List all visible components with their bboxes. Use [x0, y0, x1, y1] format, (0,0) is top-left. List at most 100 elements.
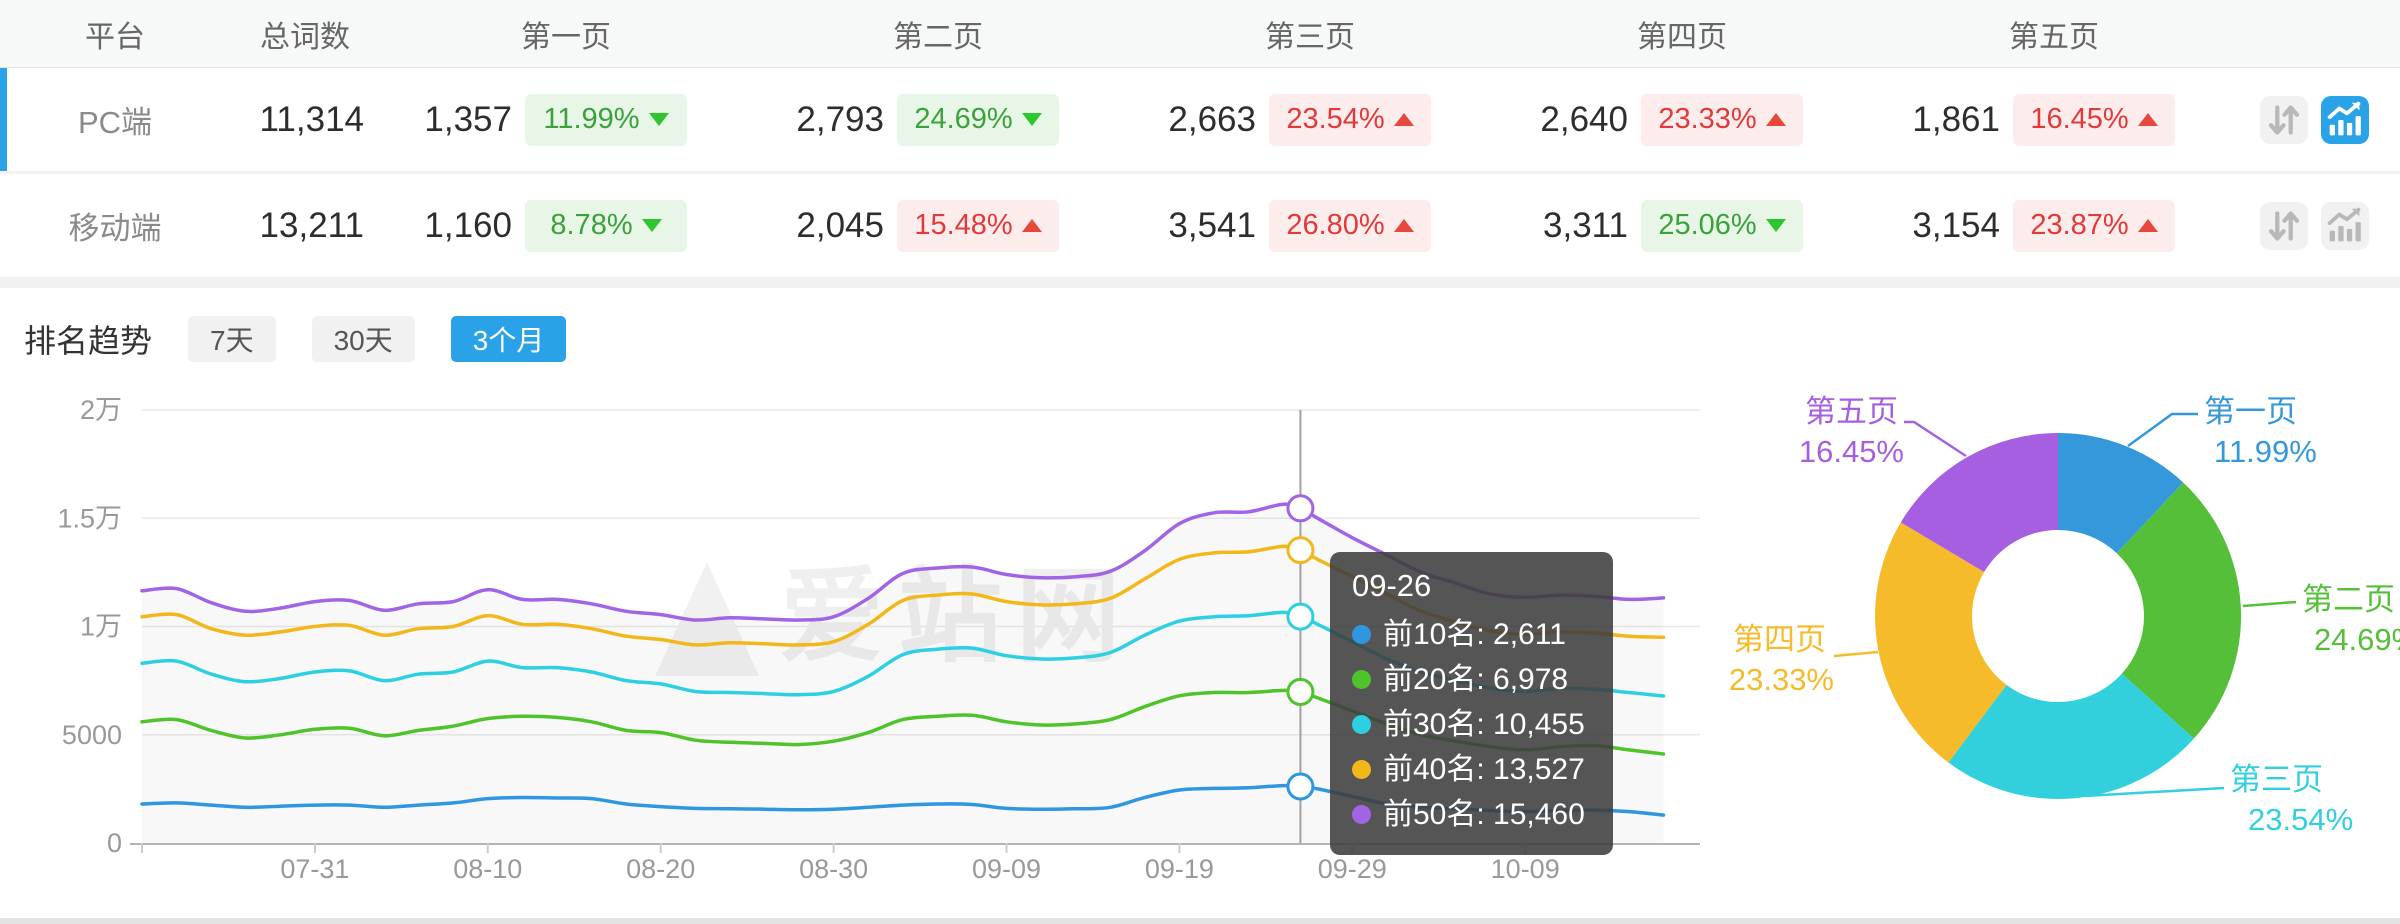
- tooltip-row-text: 前30名: 10,455: [1383, 702, 1585, 747]
- tooltip-row-text: 前10名: 2,611: [1383, 612, 1566, 657]
- trend-chart-icon: [2322, 97, 2368, 143]
- donut-label-percent: 24.69%: [2314, 622, 2400, 657]
- page-3-cell: 3,541 26.80%: [1124, 200, 1496, 252]
- arrow-up-icon: [1766, 113, 1786, 126]
- x-axis-label: 08-10: [453, 854, 522, 884]
- page-count: 1,357: [380, 100, 512, 140]
- arrow-up-icon: [2138, 113, 2158, 126]
- tooltip-row: 前50名: 15,460: [1352, 792, 1585, 837]
- donut-leader-line: [1834, 652, 1878, 656]
- percent-value: 8.78%: [550, 209, 632, 242]
- table-row[interactable]: PC端11,3141,35711.99%2,79324.69%2,66323.5…: [0, 68, 2400, 174]
- arrow-up-icon: [1022, 219, 1042, 232]
- percent-value: 26.80%: [1286, 209, 1384, 242]
- page-count: 3,311: [1496, 206, 1628, 246]
- crosshair-marker-前30名: [1288, 604, 1313, 629]
- active-row-accent: [0, 68, 7, 171]
- x-axis-label: 09-09: [972, 854, 1041, 884]
- trend-range-buttons: 7天 30天 3个月: [152, 316, 566, 362]
- page-count: 3,541: [1124, 206, 1256, 246]
- column-header: 第三页: [1124, 12, 1496, 56]
- y-axis-label: 2万: [80, 395, 122, 425]
- x-axis-label: 09-29: [1318, 854, 1387, 884]
- total-words-value: 11,314: [230, 100, 380, 140]
- series-color-dot: [1352, 670, 1371, 689]
- percent-value: 25.06%: [1658, 209, 1756, 242]
- percent-badge: 15.48%: [897, 200, 1059, 252]
- table-body: PC端11,3141,35711.99%2,79324.69%2,66323.5…: [0, 68, 2400, 280]
- column-header: 第一页: [380, 12, 752, 56]
- range-button-30天[interactable]: 30天: [312, 316, 415, 362]
- y-axis-label: 1.5万: [57, 503, 122, 533]
- y-axis-label: 1万: [80, 612, 122, 642]
- page-1-cell: 1,357 11.99%: [380, 94, 752, 146]
- platform-label: 移动端: [0, 203, 230, 248]
- donut-leader-line: [1904, 422, 1966, 456]
- arrow-up-icon: [1394, 113, 1414, 126]
- tooltip-date: 09-26: [1352, 568, 1585, 604]
- column-header: 第二页: [752, 12, 1124, 56]
- tooltip-row: 前30名: 10,455: [1352, 702, 1585, 747]
- chart-tooltip: 09-26前10名: 2,611前20名: 6,978前30名: 10,455前…: [1330, 552, 1613, 855]
- range-button-3个月[interactable]: 3个月: [451, 316, 567, 362]
- page-1-cell: 1,160 8.78%: [380, 200, 752, 252]
- donut-label-percent: 11.99%: [2214, 434, 2317, 469]
- charts-area: 爱站网07-3108-1008-2008-3009-0909-1909-2910…: [0, 384, 2400, 918]
- tooltip-row-text: 前40名: 13,527: [1383, 747, 1585, 792]
- arrow-up-icon: [2138, 219, 2158, 232]
- tooltip-row-text: 前50名: 15,460: [1383, 792, 1585, 837]
- row-actions: [2240, 96, 2400, 144]
- crosshair-marker-前10名: [1288, 774, 1313, 799]
- arrow-down-icon: [642, 219, 662, 232]
- percent-value: 23.33%: [1658, 103, 1756, 136]
- page-count: 2,640: [1496, 100, 1628, 140]
- sort-button[interactable]: [2260, 202, 2308, 250]
- column-header: 第四页: [1496, 12, 1868, 56]
- percent-badge: 8.78%: [525, 200, 687, 252]
- crosshair-marker-前40名: [1288, 538, 1313, 563]
- percent-value: 23.54%: [1286, 103, 1384, 136]
- arrow-up-icon: [1394, 219, 1414, 232]
- table-row[interactable]: 移动端13,2111,1608.78%2,04515.48%3,54126.80…: [0, 174, 2400, 280]
- donut-label-name: 第一页: [2204, 394, 2297, 429]
- x-axis-label: 08-30: [799, 854, 868, 884]
- series-color-dot: [1352, 625, 1371, 644]
- trend-chart-icon: [2322, 203, 2368, 249]
- page-count: 3,154: [1868, 206, 2000, 246]
- section-divider: [0, 280, 2400, 288]
- percent-badge: 25.06%: [1641, 200, 1803, 252]
- donut-label-percent: 23.54%: [2248, 802, 2353, 837]
- page-3-cell: 2,66323.54%: [1124, 94, 1496, 146]
- donut-label-percent: 16.45%: [1799, 434, 1904, 469]
- series-color-dot: [1352, 805, 1371, 824]
- trend-chart-button[interactable]: [2321, 202, 2369, 250]
- page-count: 1,861: [1868, 100, 2000, 140]
- donut-label-percent: 23.33%: [1729, 662, 1834, 697]
- trend-chart-button[interactable]: [2321, 96, 2369, 144]
- range-button-7天[interactable]: 7天: [188, 316, 276, 362]
- row-actions: [2240, 202, 2400, 250]
- sort-icon: [2261, 97, 2307, 143]
- total-words-value: 13,211: [230, 206, 380, 246]
- percent-badge: 24.69%: [897, 94, 1059, 146]
- percent-badge: 26.80%: [1269, 200, 1431, 252]
- page-count: 1,160: [380, 206, 512, 246]
- percent-value: 11.99%: [543, 103, 639, 136]
- x-axis-label: 08-20: [626, 854, 695, 884]
- series-color-dot: [1352, 715, 1371, 734]
- donut-leader-line: [2128, 414, 2198, 446]
- trend-toolbar: 排名趋势 7天30天3个月: [0, 288, 2400, 389]
- percent-value: 24.69%: [914, 103, 1012, 136]
- x-axis-label: 07-31: [280, 854, 349, 884]
- donut-label-name: 第四页: [1733, 622, 1826, 657]
- percent-badge: 11.99%: [525, 94, 687, 146]
- bottom-divider: [0, 918, 2400, 924]
- sort-button[interactable]: [2260, 96, 2308, 144]
- donut-label-name: 第三页: [2230, 762, 2323, 797]
- column-header: 第五页: [1868, 12, 2240, 56]
- column-header: 总词数: [230, 12, 380, 56]
- page-5-cell: 1,86116.45%: [1868, 94, 2240, 146]
- arrow-down-icon: [1022, 113, 1042, 126]
- trend-and-donut-chart[interactable]: 爱站网07-3108-1008-2008-3009-0909-1909-2910…: [0, 384, 2400, 918]
- tooltip-row-text: 前20名: 6,978: [1383, 657, 1568, 702]
